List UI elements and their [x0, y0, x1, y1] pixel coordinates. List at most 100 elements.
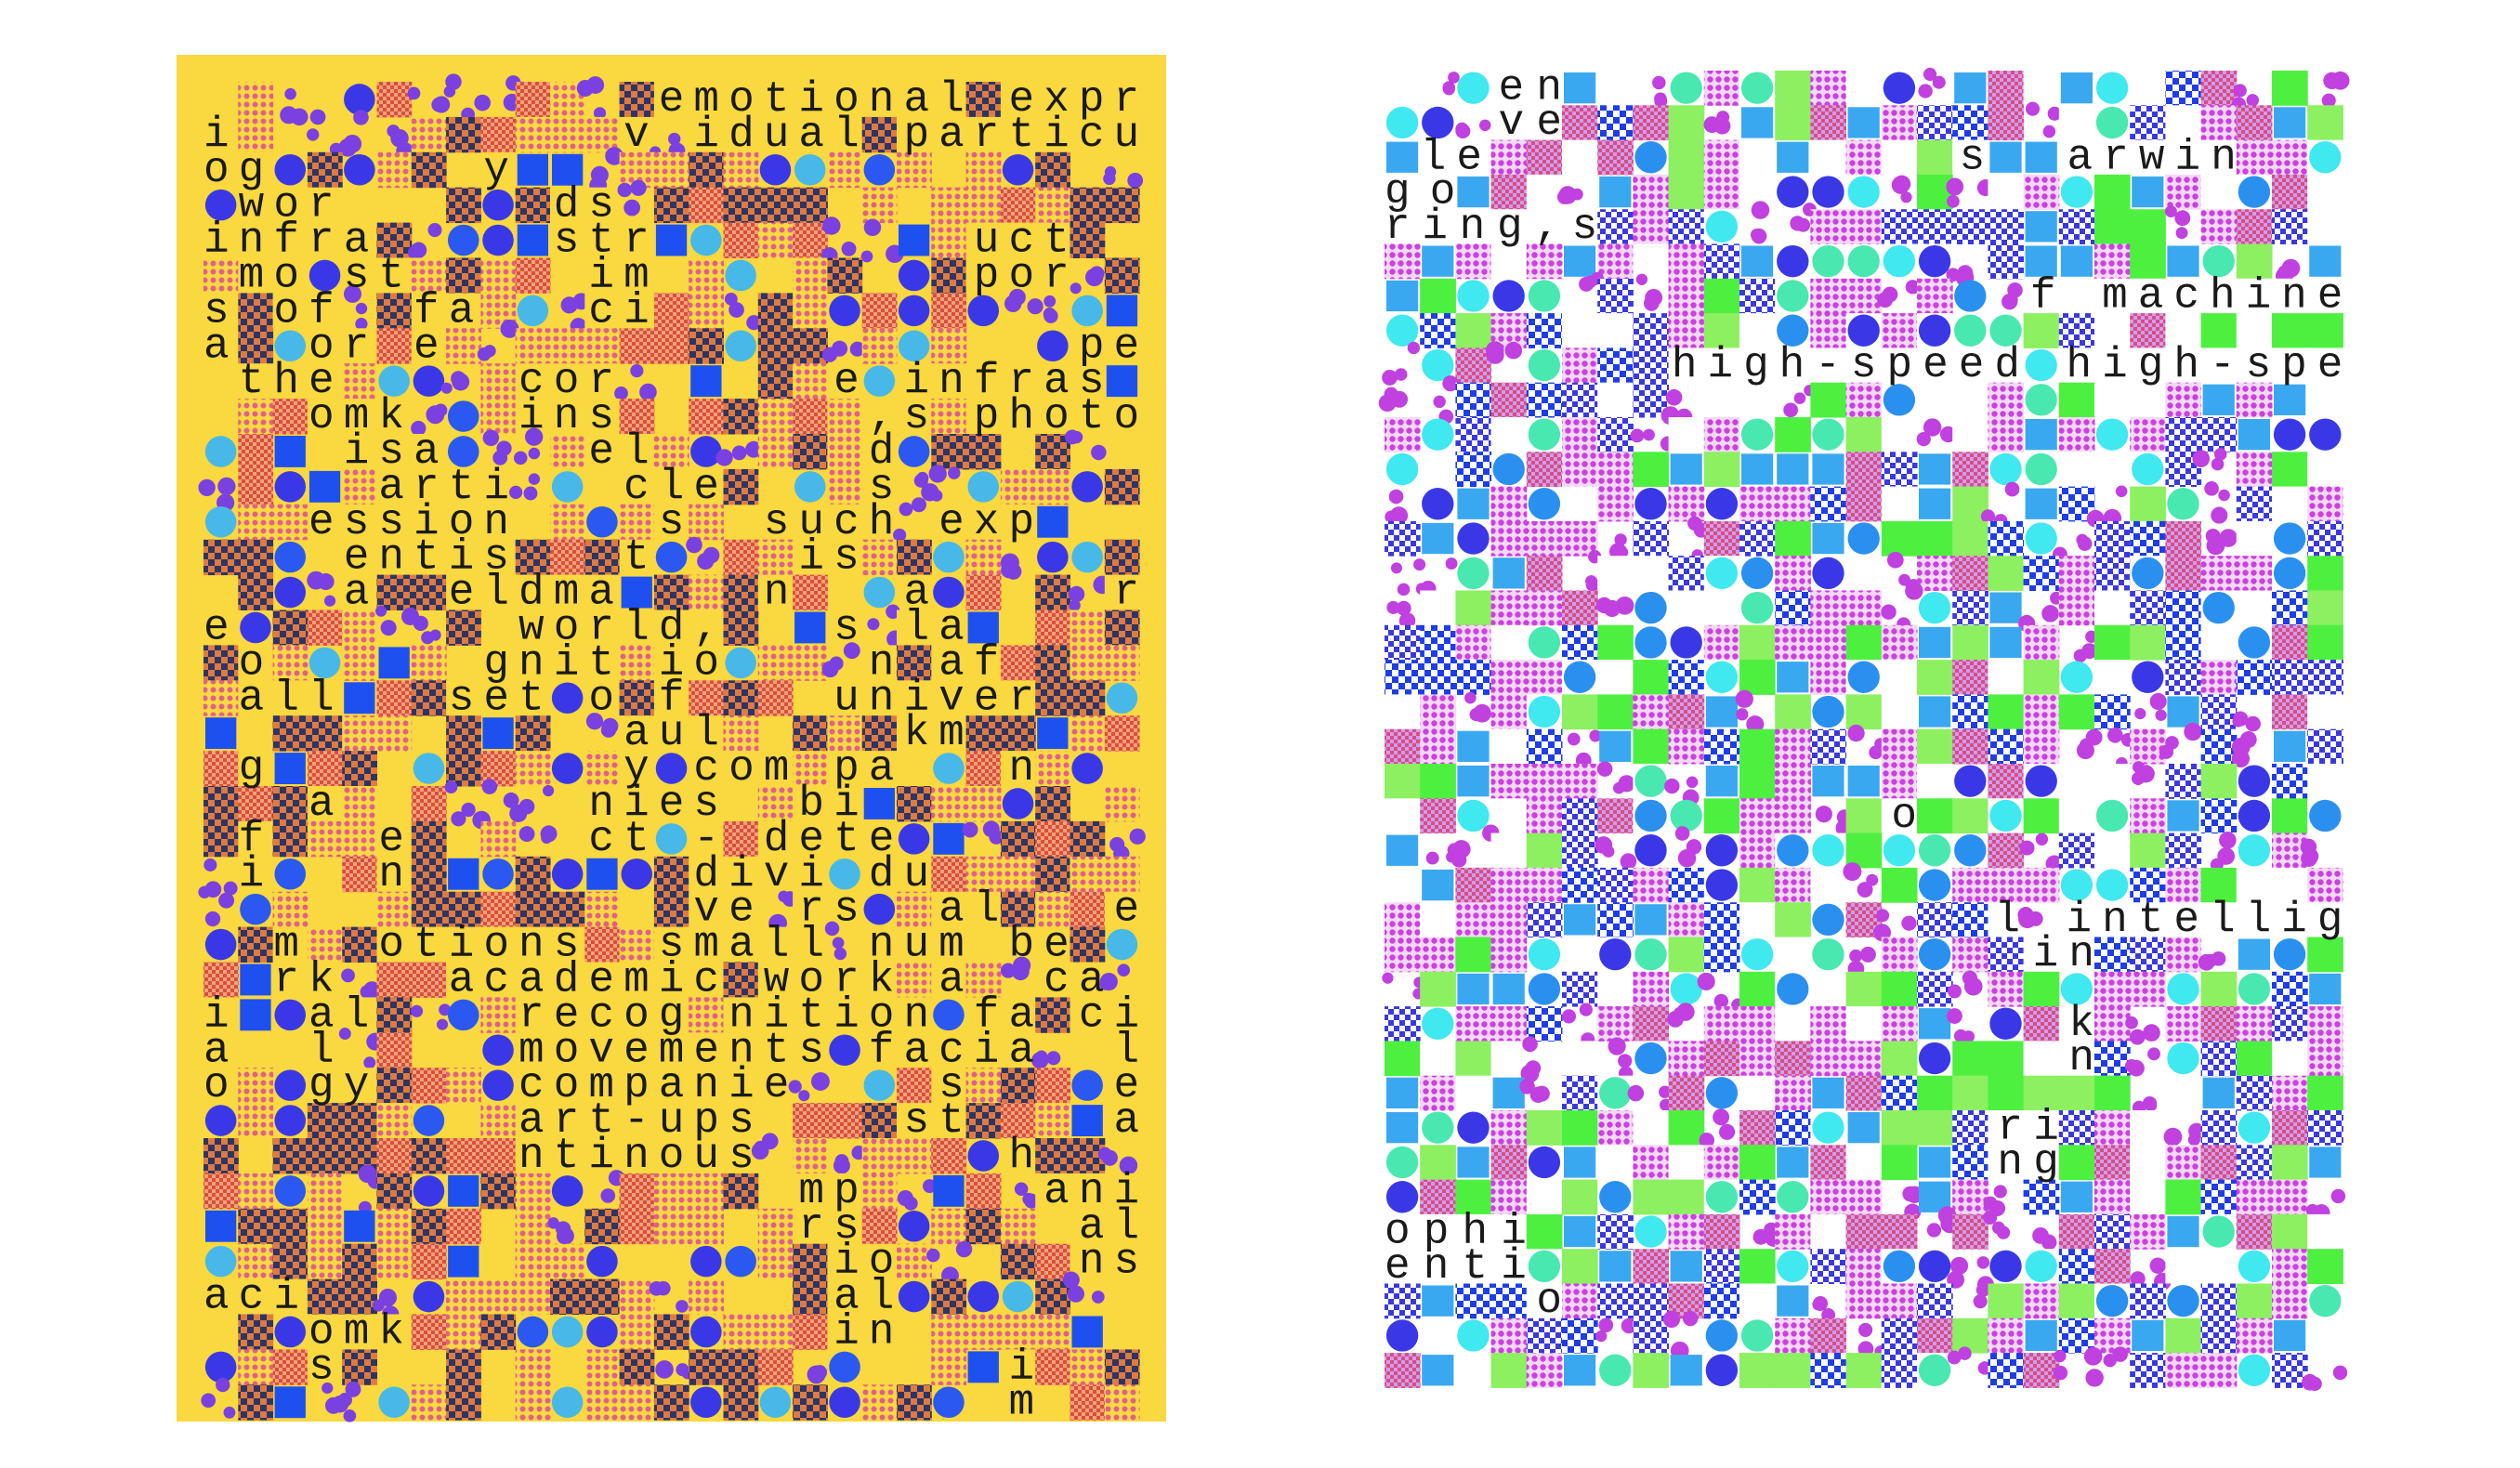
text-cell	[376, 399, 413, 435]
pattern-cell	[793, 434, 828, 470]
pattern-cell	[2236, 486, 2273, 522]
small-dot	[1983, 1196, 1998, 1211]
dot	[1634, 488, 1667, 520]
pattern-cell	[1881, 452, 1918, 488]
text-cell	[342, 539, 377, 576]
pattern-cell	[619, 82, 655, 118]
pattern-cell	[411, 786, 447, 822]
pattern-cell	[2307, 624, 2343, 661]
blank-cell	[1881, 694, 1917, 729]
pattern-cell	[757, 680, 794, 716]
pattern-cell	[446, 187, 481, 224]
dot	[1740, 557, 1774, 590]
pattern-cell	[793, 257, 828, 294]
pattern-cell	[238, 328, 274, 364]
pattern-cell	[2130, 1353, 2166, 1388]
blank-cell	[1420, 590, 1456, 625]
dot	[898, 330, 930, 362]
dot	[2025, 1250, 2057, 1283]
text-cell	[931, 680, 967, 716]
dot	[482, 224, 514, 256]
pattern-cell	[827, 151, 863, 189]
pattern-cell	[2200, 971, 2238, 1007]
square	[1989, 626, 2022, 659]
square	[655, 224, 688, 256]
pattern-cell	[1455, 590, 1492, 626]
pattern-cell	[757, 539, 794, 576]
dot	[1457, 522, 1490, 555]
pattern-cell	[203, 786, 239, 822]
pattern-cell	[1703, 728, 1740, 765]
dot	[725, 647, 756, 679]
square	[308, 470, 341, 503]
text-cell	[965, 363, 1002, 400]
text-cell	[1070, 328, 1106, 364]
pattern-cell	[2058, 556, 2095, 591]
text-cell	[238, 187, 274, 224]
pattern-cell	[2236, 105, 2273, 141]
pattern-cell	[1810, 1317, 1847, 1354]
dot	[2095, 1284, 2129, 1317]
pattern-cell	[2200, 1317, 2238, 1354]
pattern-cell	[1035, 151, 1070, 189]
small-dot	[280, 106, 298, 125]
dot	[2167, 973, 2199, 1005]
pattern-cell	[793, 293, 828, 329]
pattern-cell	[1420, 624, 1456, 661]
text-cell	[411, 504, 447, 541]
dot	[1528, 695, 1561, 728]
dot	[1740, 591, 1774, 624]
pattern-cell	[965, 82, 1002, 118]
blank-cell	[2200, 1249, 2237, 1284]
pattern-cell	[1000, 468, 1036, 505]
text-cell	[689, 609, 724, 646]
pattern-cell	[376, 293, 413, 329]
pattern-cell	[1845, 452, 1883, 488]
pattern-cell	[376, 82, 413, 118]
pattern-cell	[2307, 590, 2343, 626]
small-dot	[1947, 194, 1960, 208]
text-cell	[861, 468, 898, 505]
pattern-cell	[1597, 417, 1634, 452]
text-cell	[342, 574, 377, 610]
dot	[1918, 834, 1951, 867]
text-cell	[965, 645, 1002, 681]
text-cell	[480, 539, 517, 576]
small-dot	[623, 199, 641, 216]
small-dot	[1001, 561, 1018, 579]
pattern-cell	[1775, 556, 1811, 591]
dot	[2238, 176, 2271, 208]
poster-text: m	[203, 1378, 1139, 1426]
dot	[794, 153, 826, 186]
pattern-cell	[1526, 452, 1563, 488]
pattern-cell	[2236, 1179, 2273, 1215]
pattern-cell	[342, 468, 377, 505]
dot	[2095, 418, 2129, 451]
text-cell	[203, 609, 239, 646]
pattern-cell	[1035, 468, 1070, 505]
blank-cell	[1597, 71, 1634, 106]
small-dot	[1983, 1210, 1998, 1225]
square	[1919, 696, 1951, 727]
pattern-cell	[689, 293, 724, 329]
small-dot	[1996, 1226, 2011, 1239]
text-cell	[272, 187, 308, 224]
pattern-cell	[931, 187, 967, 224]
dot	[1705, 488, 1739, 520]
square	[1037, 505, 1069, 538]
pattern-cell	[2130, 1283, 2166, 1319]
pattern-cell	[2165, 556, 2202, 591]
text-cell	[515, 574, 551, 610]
pattern-cell	[2200, 1006, 2238, 1042]
blank-cell	[1845, 556, 1882, 591]
pattern-cell	[931, 328, 967, 364]
dot	[378, 365, 410, 397]
small-dot	[605, 147, 623, 165]
text-cell	[446, 468, 481, 505]
pattern-cell	[2272, 590, 2308, 626]
pattern-cell	[965, 434, 1002, 470]
blank-cell	[2094, 590, 2131, 625]
pattern-cell	[965, 751, 1002, 787]
pattern-cell	[480, 399, 517, 435]
small-dot	[543, 784, 555, 797]
